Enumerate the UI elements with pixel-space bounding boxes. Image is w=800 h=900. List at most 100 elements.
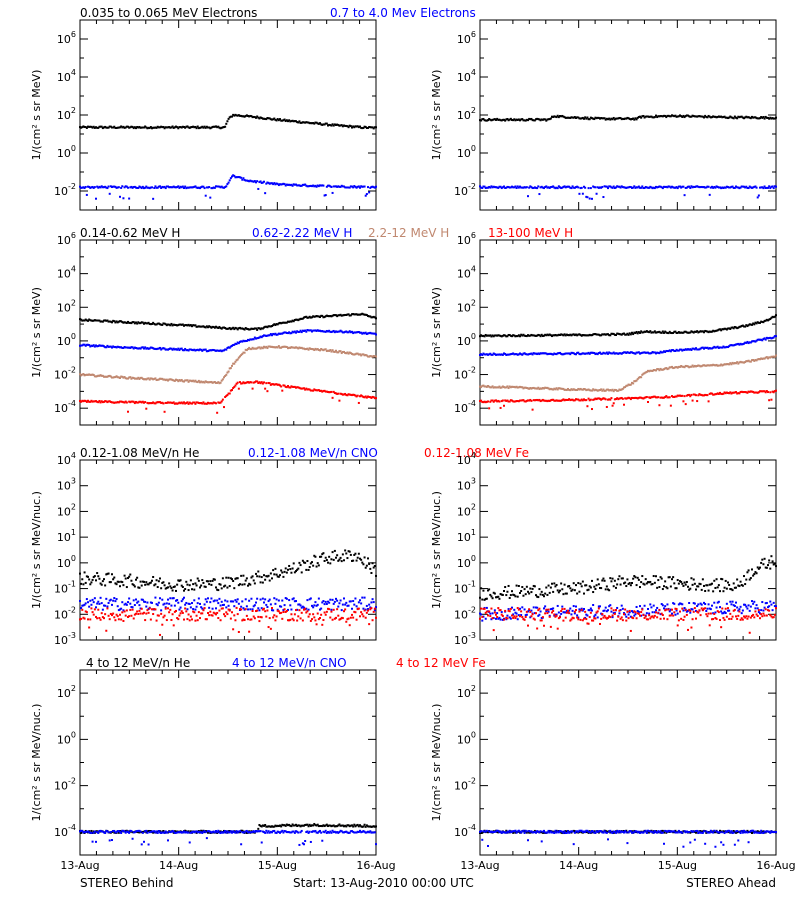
data-point bbox=[360, 313, 363, 316]
data-point bbox=[511, 385, 513, 388]
data-point bbox=[111, 376, 113, 379]
data-point bbox=[303, 183, 305, 186]
data-point bbox=[219, 127, 222, 130]
data-point bbox=[340, 124, 343, 127]
data-point bbox=[304, 388, 307, 391]
data-point bbox=[508, 118, 511, 121]
y-tick-label: 101 bbox=[57, 528, 76, 544]
data-point bbox=[217, 401, 220, 404]
legend-entry: 0.12-1.08 MeV/n CNO bbox=[248, 446, 378, 460]
data-point bbox=[324, 348, 327, 351]
data-point bbox=[607, 609, 609, 612]
data-point bbox=[186, 583, 189, 586]
data-point bbox=[567, 585, 569, 588]
data-point bbox=[100, 374, 103, 377]
data-point bbox=[563, 352, 566, 355]
data-point bbox=[225, 185, 228, 188]
data-point bbox=[293, 318, 296, 321]
data-point bbox=[690, 330, 693, 333]
data-point bbox=[529, 352, 532, 355]
data-point bbox=[664, 350, 667, 353]
data-point bbox=[600, 587, 603, 590]
data-point bbox=[650, 396, 653, 399]
data-point bbox=[243, 608, 246, 611]
data-point bbox=[341, 603, 344, 606]
data-point bbox=[293, 385, 296, 388]
data-point bbox=[128, 321, 131, 324]
data-point bbox=[612, 609, 615, 612]
data-point bbox=[661, 115, 664, 118]
data-point bbox=[661, 588, 664, 591]
data-point bbox=[659, 396, 662, 399]
data-point bbox=[283, 384, 286, 387]
data-point bbox=[306, 560, 309, 563]
data-point bbox=[96, 400, 99, 403]
data-point bbox=[271, 334, 273, 337]
data-point bbox=[488, 407, 491, 410]
data-point bbox=[235, 577, 238, 580]
data-point bbox=[512, 385, 515, 388]
data-point bbox=[271, 383, 273, 386]
data-point bbox=[239, 583, 241, 586]
data-point bbox=[212, 125, 215, 128]
data-point bbox=[288, 183, 291, 186]
data-point bbox=[672, 349, 675, 352]
data-point bbox=[244, 115, 247, 118]
data-point bbox=[369, 355, 372, 358]
data-point bbox=[95, 615, 97, 618]
data-point bbox=[768, 356, 771, 359]
data-point bbox=[156, 614, 159, 617]
data-point bbox=[496, 616, 499, 619]
data-point bbox=[176, 583, 179, 586]
data-point bbox=[103, 186, 105, 189]
data-point bbox=[513, 615, 516, 618]
data-point bbox=[505, 594, 508, 597]
data-point bbox=[301, 559, 304, 562]
data-point bbox=[99, 401, 102, 404]
data-point bbox=[128, 126, 131, 129]
data-point bbox=[571, 351, 574, 354]
data-point bbox=[562, 611, 565, 614]
data-point bbox=[669, 186, 672, 189]
data-point bbox=[689, 365, 692, 368]
data-point bbox=[111, 186, 113, 189]
data-point bbox=[228, 392, 231, 395]
data-point bbox=[696, 365, 699, 368]
data-point bbox=[290, 608, 293, 611]
data-point bbox=[333, 549, 336, 552]
data-point bbox=[753, 600, 756, 603]
data-point bbox=[681, 365, 684, 368]
data-point bbox=[652, 331, 655, 334]
data-point bbox=[244, 598, 247, 601]
data-point bbox=[282, 610, 285, 613]
data-point bbox=[624, 581, 627, 584]
data-point bbox=[309, 122, 312, 125]
data-point bbox=[327, 390, 329, 393]
data-point bbox=[563, 611, 566, 614]
data-point bbox=[330, 610, 333, 613]
data-point bbox=[528, 592, 531, 595]
data-point bbox=[579, 618, 582, 621]
data-point bbox=[676, 349, 679, 352]
data-point bbox=[621, 332, 624, 335]
data-point bbox=[363, 125, 366, 128]
data-point bbox=[643, 330, 646, 333]
data-point bbox=[772, 187, 775, 190]
data-point bbox=[507, 400, 510, 403]
data-point bbox=[484, 611, 487, 614]
data-point bbox=[707, 589, 710, 592]
data-point bbox=[82, 604, 85, 607]
data-point bbox=[517, 584, 520, 587]
data-point bbox=[140, 346, 143, 349]
data-point bbox=[371, 185, 374, 188]
data-point bbox=[267, 600, 270, 603]
data-point bbox=[104, 375, 107, 378]
data-point bbox=[496, 353, 499, 356]
data-point bbox=[274, 602, 277, 605]
data-point bbox=[232, 113, 235, 116]
data-point bbox=[769, 187, 772, 190]
data-point bbox=[180, 600, 183, 603]
data-point bbox=[138, 586, 141, 589]
data-point bbox=[351, 352, 353, 355]
data-point bbox=[280, 119, 283, 122]
